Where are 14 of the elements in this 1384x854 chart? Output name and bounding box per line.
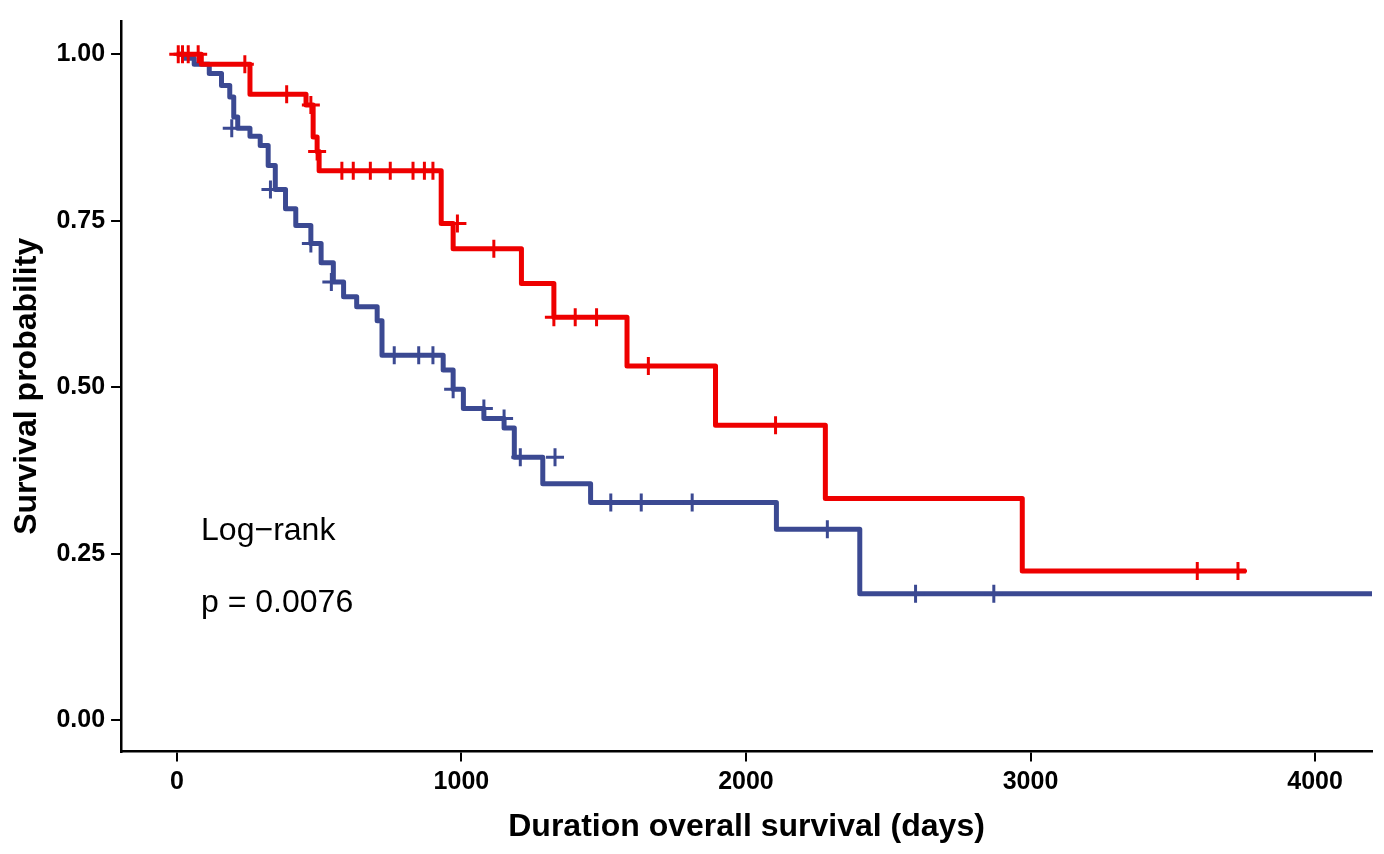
y-axis-title: Survival probability bbox=[7, 237, 44, 535]
x-axis-title: Duration overall survival (days) bbox=[508, 806, 985, 843]
annotation: Log−rank bbox=[201, 510, 337, 547]
y-tick-label: 0.00 bbox=[56, 704, 106, 733]
annotation: p = 0.0076 bbox=[201, 582, 354, 619]
x-tick-label: 4000 bbox=[1287, 766, 1343, 795]
x-tick-label: 0 bbox=[169, 766, 184, 795]
x-tick-label: 1000 bbox=[433, 766, 490, 795]
y-tick-label: 0.25 bbox=[56, 537, 106, 566]
x-tick-label: 2000 bbox=[718, 766, 774, 795]
x-tick-label: 3000 bbox=[1002, 766, 1059, 795]
y-tick-label: 0.50 bbox=[56, 371, 106, 400]
y-tick-label: 1.00 bbox=[56, 38, 106, 67]
y-tick-label: 0.75 bbox=[56, 204, 106, 233]
